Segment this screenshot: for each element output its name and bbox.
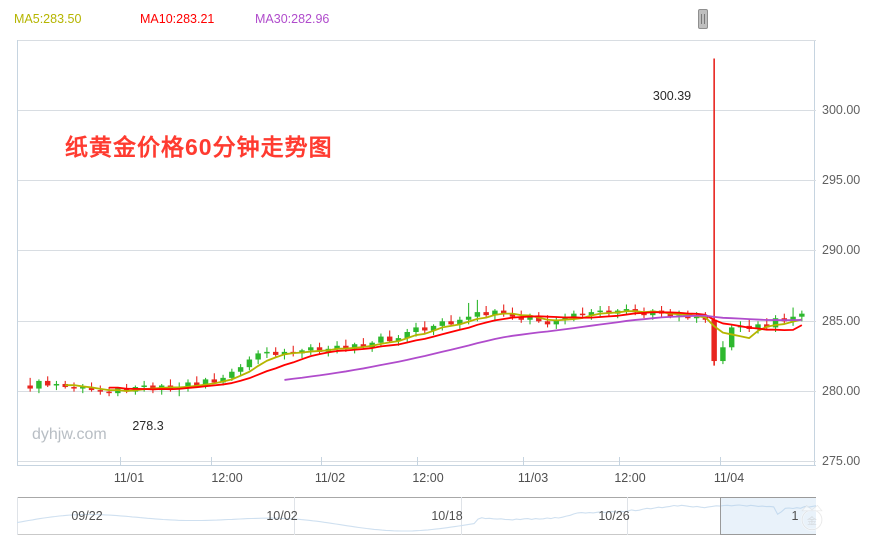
navigator-sparkline [17,504,816,532]
x-tick-0 [120,457,121,466]
x-axis-label-4: 11/03 [517,471,549,485]
x-axis-label-1: 12:00 [211,471,243,485]
navigator-label-1: 10/02 [266,509,298,523]
x-axis-label-0: 11/01 [113,471,145,485]
handle-grip-line-1 [701,14,702,24]
price-series [27,58,805,397]
navigator-selected-range[interactable] [720,497,816,535]
x-tick-2 [321,457,322,466]
range-navigator[interactable]: 09/22 10/02 10/18 10/26 1 [17,497,816,535]
x-axis-label-2: 11/02 [314,471,346,485]
x-tick-3 [417,457,418,466]
plot-area[interactable] [17,40,816,465]
grid-line-top [18,40,816,41]
navigator-tick-1 [294,497,295,535]
grid-line-285 [18,321,816,322]
navigator-label-2: 10/18 [431,509,463,523]
y-axis-label-280: 280.00 [822,384,861,398]
x-tick-1 [211,457,212,466]
ma-legend-bar: MA5:283.50 MA10:283.21 MA30:282.96 [0,0,886,34]
watermark-text: dyhjw.com [32,426,107,443]
x-axis-label-5: 12:00 [614,471,646,485]
y-axis-label-295: 295.00 [822,173,861,187]
navigator-left-drag-handle[interactable] [698,9,708,29]
navigator-label-0: 09/22 [71,509,103,523]
period-low-label: 278.3 [132,419,164,433]
site-logo-icon: 金 [801,504,823,531]
grid-line-300 [18,110,816,111]
navigator-label-4: 1 [791,509,799,523]
x-axis-label-6: 11/04 [713,471,745,485]
handle-grip-line-2 [704,14,705,24]
x-axis-label-3: 12:00 [412,471,444,485]
grid-line-295 [18,180,816,181]
x-tick-5 [619,457,620,466]
navigator-top-border [17,497,816,498]
grid-line-290 [18,250,816,251]
navigator-tick-3 [627,497,628,535]
y-axis-label-285: 285.00 [822,314,861,328]
navigator-label-3: 10/26 [598,509,630,523]
chart-title: 纸黄金价格60分钟走势图 [65,134,333,160]
navigator-tick-2 [461,497,462,535]
ma10-legend-label: MA10:283.21 [140,12,215,26]
x-tick-6 [720,457,721,466]
grid-line-280 [18,391,816,392]
y-axis-label-300: 300.00 [822,103,861,117]
period-high-label: 300.39 [652,89,692,103]
navigator-tick-0 [17,497,18,535]
y-axis-label-290: 290.00 [822,243,861,257]
ma5-legend-label: MA5:283.50 [14,12,82,26]
svg-text:金: 金 [807,514,817,527]
ma30-legend-label: MA30:282.96 [255,12,330,26]
x-tick-4 [523,457,524,466]
y-axis-label-275: 275.00 [822,454,861,468]
x-axis-line [17,465,816,466]
navigator-bottom-border [17,534,816,535]
